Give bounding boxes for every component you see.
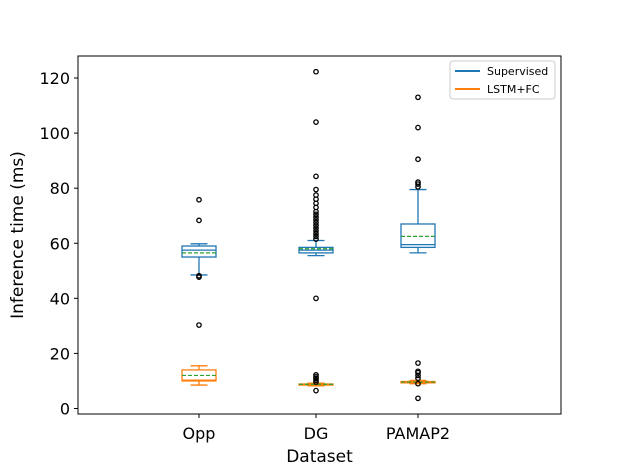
y-tick-label: 60 <box>50 234 70 253</box>
y-tick-label: 0 <box>60 399 70 418</box>
outlier-point <box>313 217 319 223</box>
plot-frame <box>77 55 562 415</box>
legend-label-supervised: Supervised <box>487 65 548 78</box>
box-supervised-dg <box>298 68 334 302</box>
x-tick-label-dg: DG <box>304 424 329 443</box>
x-tick-label-pamap2: PAMAP2 <box>386 424 450 443</box>
outlier-point <box>313 219 319 226</box>
outlier-point <box>415 395 421 402</box>
legend-label-lstm-fc: LSTM+FC <box>487 83 540 96</box>
outlier-point <box>313 211 319 218</box>
outlier-point <box>415 124 421 131</box>
x-tick-label-opp: Opp <box>183 424 216 443</box>
outlier-point <box>313 373 319 380</box>
outlier-point <box>415 156 421 163</box>
box-iqr <box>181 369 217 382</box>
outlier-point <box>313 379 319 385</box>
box-supervised-opp <box>181 196 217 328</box>
outlier-point <box>415 94 421 101</box>
outlier-point <box>313 119 319 125</box>
outlier-point <box>415 380 421 387</box>
outlier-point <box>313 233 319 240</box>
legend: Supervised LSTM+FC <box>449 60 556 100</box>
y-tick-label: 20 <box>50 344 70 363</box>
box-lstm-fc-opp <box>181 365 217 386</box>
box-iqr <box>400 223 436 249</box>
box-lstm-fc-dg <box>298 372 334 394</box>
outlier-point <box>313 387 319 394</box>
outlier-point <box>313 214 319 220</box>
y-tick-label: 40 <box>50 289 70 308</box>
outlier-point <box>415 360 421 366</box>
box-supervised-pamap2 <box>400 94 436 366</box>
outlier-point <box>415 181 421 187</box>
plot-area <box>181 68 436 402</box>
outlier-point <box>313 372 319 378</box>
outlier-point <box>313 230 319 237</box>
outlier-point <box>196 217 202 224</box>
outlier-point <box>196 196 202 203</box>
x-axis-title: Dataset <box>286 447 353 467</box>
outlier-point <box>313 295 319 302</box>
y-tick-label: 100 <box>39 124 70 143</box>
outlier-point <box>415 375 421 382</box>
outlier-point <box>313 173 319 180</box>
outlier-point <box>313 222 319 229</box>
y-axis-title: Inference time (ms) <box>8 151 28 319</box>
outlier-point <box>313 192 319 198</box>
outlier-point <box>313 236 319 242</box>
outlier-point <box>313 68 319 75</box>
outlier-point <box>313 228 319 234</box>
outlier-point <box>313 225 319 231</box>
axes: 0 20 40 60 80 100 120 Opp DG PAMAP2 <box>39 55 562 443</box>
y-tick-label: 120 <box>39 69 70 88</box>
box-iqr <box>181 245 217 258</box>
y-tick-label: 80 <box>50 179 70 198</box>
outlier-point <box>196 272 202 279</box>
box-lstm-fc-pamap2 <box>400 368 436 402</box>
outlier-point <box>415 179 421 185</box>
outlier-point <box>415 368 421 375</box>
outlier-point <box>196 322 202 328</box>
outlier-point <box>313 186 319 193</box>
